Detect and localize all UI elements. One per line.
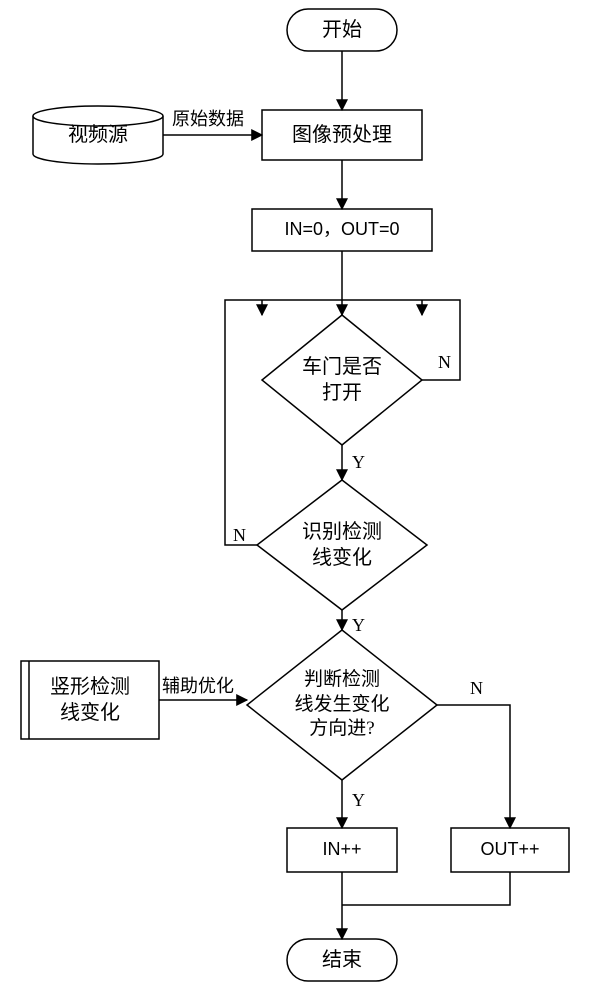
end-node: 结束	[287, 939, 397, 981]
preproc-node: 图像预处理	[262, 110, 422, 160]
edge-label-rawdata: 原始数据	[172, 105, 244, 131]
edge-label-detect-y: Y	[352, 615, 365, 636]
edge-label-assist: 辅助优化	[162, 672, 234, 698]
inplus-node: IN++	[287, 828, 397, 872]
edge-label-dir-n: N	[470, 678, 483, 699]
init-node: IN=0，OUT=0	[252, 209, 432, 251]
door-node: 车门是否 打开	[262, 315, 422, 445]
vertbox-node: 竖形检测 线变化	[21, 661, 159, 739]
edge-label-door-n: N	[438, 352, 451, 373]
edge-label-door-y: Y	[352, 452, 365, 473]
outplus-node: OUT++	[451, 828, 569, 872]
edge-label-dir-y: Y	[352, 790, 365, 811]
detect-node: 识别检测 线变化	[257, 480, 427, 610]
videosrc-node: 视频源	[33, 106, 163, 164]
start-node: 开始	[287, 9, 397, 51]
edge-label-detect-n: N	[233, 525, 246, 546]
direction-node: 判断检测 线发生变化 方向进?	[247, 630, 437, 780]
